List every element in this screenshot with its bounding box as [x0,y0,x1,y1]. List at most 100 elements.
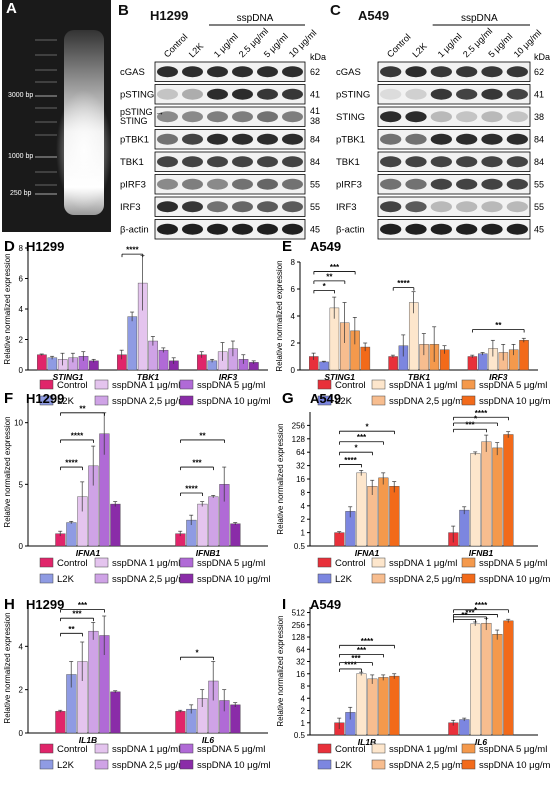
blot-band [430,88,452,100]
legend-label: sspDNA 1 μg/ml [389,744,457,755]
legend-label: sspDNA 1 μg/ml [389,380,457,391]
legend-swatch [39,557,54,568]
y-tick-label: 4 [301,502,306,511]
legend-label: L2K [335,396,353,407]
legend-label: sspDNA 2,5 μg/ml [389,760,465,771]
sig-label: *** [465,608,475,617]
legend-swatch [317,759,332,770]
blot-band [405,178,427,190]
protein-label: IRF3 [120,202,141,213]
blot-band [430,223,452,235]
blot-band [157,156,178,168]
chart-i: I A549 0.5 1 2 4 8 16 32 64 128 256 512 Relative norm… [276,596,550,771]
blot-band [282,66,303,78]
blot-band [207,88,228,100]
protein-label: pIRF3 [336,180,362,191]
blot-band [380,178,402,190]
sig-label: **** [65,459,78,468]
blot-band [380,223,402,235]
kda-value: 45 [310,225,320,235]
legend-swatch [461,743,476,754]
blot-band [182,223,203,235]
legend-label: sspDNA 10 μg/ml [197,760,271,771]
kda-value: 62 [534,67,544,77]
blot-band [456,88,478,100]
blot-band [207,223,228,235]
blot-band [157,133,178,145]
blot-band [405,88,427,100]
category-label: IL1B [79,735,97,745]
y-tick-label: 16 [296,670,305,679]
protein-label: IRF3 [336,202,357,213]
blot-band [207,66,228,78]
legend-label: sspDNA 5 μg/ml [479,558,547,569]
legend-label: sspDNA 2,5 μg/ml [112,396,188,407]
blot-band [157,111,178,123]
blot-band [182,111,203,123]
bar [158,349,169,371]
blot-band [207,133,228,145]
blot-band [282,178,303,190]
legend-label: Control [335,558,366,569]
blot-band [157,201,178,213]
sig-label: **** [71,431,84,440]
y-tick-label: 256 [292,621,306,630]
protein-label: pTBK1 [336,135,365,146]
blot-band [282,111,303,123]
panel-label-a: A [6,0,17,17]
protein-label: β-actin [336,225,365,236]
sig-label: *** [351,654,361,663]
legend-label: Control [335,380,366,391]
blot-band [481,66,503,78]
legend-label: sspDNA 5 μg/ml [479,380,547,391]
legend-swatch [461,557,476,568]
y-tick-label: 6 [19,275,24,284]
bar [319,361,329,371]
chart-g: G A549 0.5 1 2 4 8 16 32 64 128 256 Relative normali… [276,390,550,585]
blot-band [257,178,278,190]
protein-label: pSTING [336,90,370,101]
y-tick-label: 2 [301,515,306,524]
bar [230,704,241,734]
y-tick-label: 4 [19,642,24,651]
y-tick-label: 1 [301,719,306,728]
category-label: IRF3 [219,372,238,382]
marker-1000: 1000 bp [8,153,34,160]
legend-label: sspDNA 2,5 μg/ml [112,574,188,585]
kda-value: 45 [534,225,544,235]
legend-swatch [461,379,476,390]
bar [127,316,138,371]
legend-label: sspDNA 10 μg/ml [197,574,271,585]
bar [110,503,121,547]
legend-label: sspDNA 5 μg/ml [479,744,547,755]
blot-band [257,88,278,100]
legend-label: sspDNA 1 μg/ml [112,744,180,755]
blot-band [405,66,427,78]
category-label: IFNB1 [469,548,494,558]
protein-label: β-actin [120,225,149,236]
chart-title: H1299 [26,597,64,612]
legend-swatch [39,379,54,390]
legend-label: Control [335,744,366,755]
legend-swatch [461,759,476,770]
y-tick-label: 2 [291,339,296,348]
bar [110,691,121,734]
blot-band [456,156,478,168]
y-tick-label: 4 [291,312,296,321]
legend-label: sspDNA 1 μg/ml [112,380,180,391]
blot-band [380,133,402,145]
blot-band [506,156,528,168]
blot-band [405,223,427,235]
blot-band [207,201,228,213]
bar [519,340,529,371]
sig-label: * [474,606,478,615]
sig-label: * [323,282,327,291]
sspdna-header: sspDNA [237,13,274,24]
blot-band [456,66,478,78]
bar [470,623,481,736]
legend-swatch [371,379,386,390]
kda-value: 84 [534,135,544,145]
sig-label: **** [475,601,488,610]
